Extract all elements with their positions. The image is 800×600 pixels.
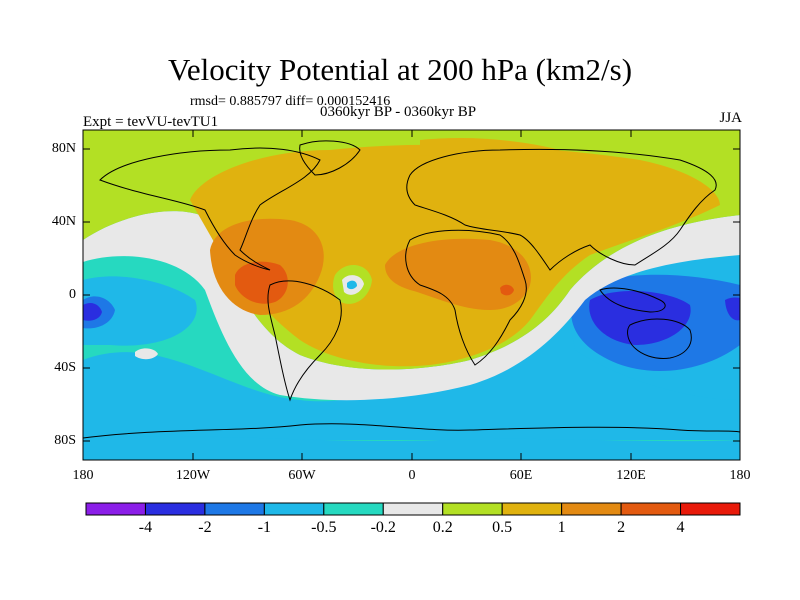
field-redorange-africa xyxy=(500,284,514,296)
colorbar-swatch xyxy=(85,502,146,516)
x-tick-label: 120W xyxy=(175,468,211,483)
coast-south-america xyxy=(267,280,342,402)
axis-ticks xyxy=(83,130,740,460)
colorbar-swatch xyxy=(263,502,325,516)
field-lightblue-antarctic xyxy=(83,436,740,460)
field-lightblue-hole xyxy=(347,280,357,290)
x-tick-label: 60W xyxy=(288,468,316,483)
x-tick-label: 180 xyxy=(729,468,751,483)
coast-southeast-asia xyxy=(599,287,666,313)
field-lightblue-west xyxy=(83,276,197,346)
coast-greenland xyxy=(299,140,361,176)
y-tick-label: 40S xyxy=(54,360,76,375)
colorbar-swatch xyxy=(680,502,741,516)
colorbar-label: -4 xyxy=(138,519,153,536)
field-darkorange-africa xyxy=(385,238,531,310)
colorbar-swatch xyxy=(144,502,206,516)
x-tick-label: 120E xyxy=(616,468,646,483)
map-field xyxy=(83,130,740,460)
coast-australia xyxy=(627,318,692,359)
colorbar-label: -0.2 xyxy=(370,519,396,536)
y-tick-label: 40N xyxy=(51,214,76,229)
coast-africa xyxy=(405,229,527,366)
colorbar-label: 0.2 xyxy=(432,519,453,536)
colorbar-label: 2 xyxy=(617,519,626,536)
colorbar-label: 0.5 xyxy=(492,519,513,536)
y-tick-label: 0 xyxy=(69,287,76,302)
coast-eurasia xyxy=(406,148,717,271)
colorbar-swatch xyxy=(323,502,384,516)
field-darkblue-east-edge xyxy=(725,297,740,321)
colorbar-swatch xyxy=(382,502,444,516)
colorbar-swatch xyxy=(561,502,622,516)
period-label: 0360kyr BP - 0360kyr BP xyxy=(320,104,477,120)
colorbar-swatch xyxy=(501,502,563,516)
colorbar-swatch xyxy=(204,502,265,516)
chart-title: Velocity Potential at 200 hPa (km2/s) xyxy=(167,52,633,87)
colorbar-label: -0.5 xyxy=(311,519,337,536)
field-orange-north-pocket xyxy=(420,138,560,159)
season-label: JJA xyxy=(719,110,742,126)
colorbar xyxy=(85,502,741,516)
x-tick-label: 60E xyxy=(509,468,533,483)
y-tick-label: 80S xyxy=(54,433,76,448)
colorbar-label: 1 xyxy=(557,519,566,536)
coastlines xyxy=(83,140,740,439)
stats-text: rmsd= 0.885797 diff= 0.000152416 xyxy=(190,94,391,109)
field-darkblue-dateline xyxy=(83,302,102,321)
x-tick-label: 0 xyxy=(408,468,416,483)
colorbar-swatch xyxy=(620,502,682,516)
colorbar-label: 4 xyxy=(676,519,685,536)
field-white-band xyxy=(83,211,740,401)
field-redorange-americas xyxy=(235,261,288,304)
coast-antarctica xyxy=(83,423,740,439)
coast-north-america xyxy=(99,147,321,271)
x-tick-label: 180 xyxy=(72,468,94,483)
colorbar-label: -1 xyxy=(257,519,272,536)
field-white-blob xyxy=(135,348,158,360)
colorbar-swatch xyxy=(442,502,503,516)
colorbar-label: -2 xyxy=(198,519,212,536)
experiment-label: Expt = tevVU-tevTU1 xyxy=(83,114,219,130)
y-tick-label: 80N xyxy=(51,141,76,156)
